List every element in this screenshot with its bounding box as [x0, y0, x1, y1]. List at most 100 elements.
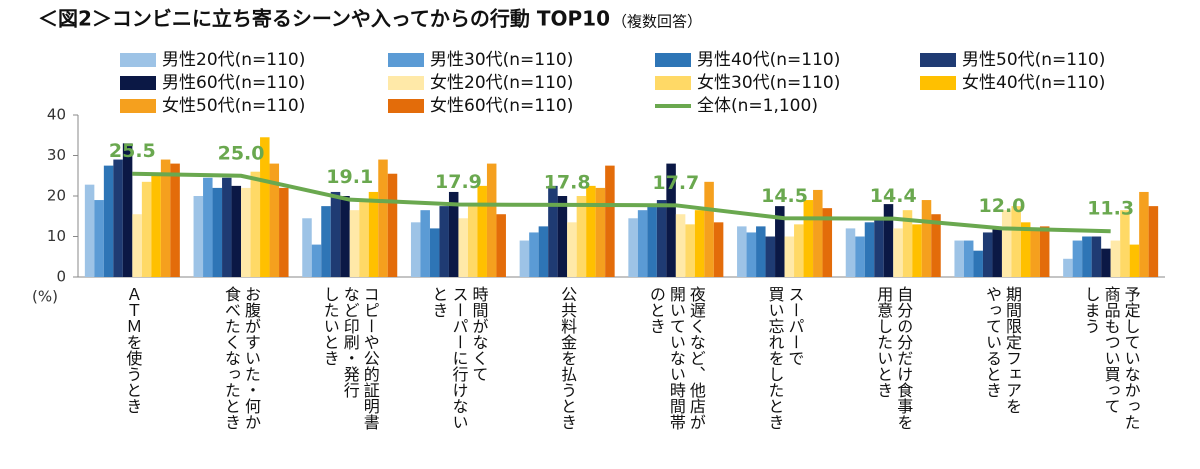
bar — [874, 220, 884, 277]
x-tick-label: 時間がなくて スーパーに行けない とき — [429, 286, 489, 430]
bar — [387, 173, 398, 277]
bar — [203, 177, 213, 277]
data-label: 14.5 — [761, 185, 808, 207]
bar — [713, 222, 724, 277]
bar — [1110, 240, 1121, 277]
bar — [519, 240, 530, 277]
bar — [586, 185, 596, 277]
bar — [973, 250, 983, 277]
bar — [756, 226, 766, 277]
bar — [675, 214, 686, 277]
bar — [628, 218, 638, 277]
data-label: 25.5 — [109, 140, 156, 162]
bar — [458, 218, 468, 277]
bar — [330, 191, 341, 277]
bar — [765, 236, 776, 277]
legend-label: 男性60代(n=110) — [162, 73, 305, 93]
bar — [1139, 191, 1149, 277]
bar — [963, 240, 974, 277]
legend-label: 男性30代(n=110) — [430, 50, 573, 70]
bar — [1020, 222, 1031, 277]
x-tick-label: ＡＴＭを使うとき — [123, 286, 143, 414]
bar — [794, 224, 804, 277]
bar — [302, 218, 312, 277]
bar — [84, 184, 95, 277]
bar — [685, 224, 695, 277]
bar — [595, 187, 606, 277]
bar — [231, 185, 242, 277]
bar — [94, 200, 104, 277]
bar — [576, 196, 587, 277]
legend-swatch — [655, 76, 691, 90]
x-tick-label: 自分の分だけ食事を 用意したいとき — [874, 286, 914, 430]
bar — [212, 187, 223, 277]
data-label: 17.8 — [544, 171, 591, 193]
bar — [420, 210, 430, 277]
bar — [803, 200, 814, 277]
data-label: 25.0 — [218, 142, 265, 164]
legend-swatch — [920, 53, 956, 67]
bar — [1129, 244, 1140, 277]
bar — [103, 165, 114, 277]
x-tick-label: 公共料金を払うとき — [558, 286, 578, 430]
bar — [637, 210, 648, 277]
bar — [321, 206, 331, 277]
bar — [151, 175, 161, 277]
bar — [448, 191, 459, 277]
bar — [122, 143, 133, 277]
bar — [982, 232, 993, 277]
bar — [883, 204, 894, 277]
bar — [666, 163, 676, 277]
bar — [467, 204, 478, 277]
bar — [855, 236, 865, 277]
bar — [567, 222, 577, 277]
x-tick-label: お腹がすいた・何か 食べたくなったとき — [222, 286, 262, 430]
bar — [311, 244, 322, 277]
bar — [1039, 226, 1050, 277]
bar — [222, 177, 232, 277]
bar — [378, 159, 388, 277]
bar — [429, 228, 440, 277]
bar — [1101, 248, 1111, 277]
bar — [656, 200, 667, 277]
bar — [1091, 236, 1102, 277]
data-label: 17.7 — [652, 172, 699, 194]
bar — [1063, 258, 1073, 277]
bar — [912, 224, 922, 277]
bar — [1011, 206, 1021, 277]
legend-swatch — [120, 99, 156, 113]
bar — [704, 181, 714, 277]
bar — [250, 171, 261, 277]
data-label: 14.4 — [870, 185, 917, 207]
y-axis-label: (%) — [32, 288, 58, 306]
legend-swatch — [388, 99, 424, 113]
bar — [486, 163, 497, 277]
legend-label: 女性30代(n=110) — [697, 73, 840, 93]
legend-label: 男性40代(n=110) — [697, 50, 840, 70]
legend-label: 男性50代(n=110) — [962, 50, 1105, 70]
bar — [845, 228, 856, 277]
bar — [279, 187, 289, 277]
bar — [538, 226, 549, 277]
x-tick-label: 予定していなかった 商品もつい買って しまう — [1081, 286, 1141, 430]
bar — [1148, 206, 1159, 277]
chart-title: ＜図2＞コンビニに立ち寄るシーンや入ってからの行動 TOP10 — [38, 7, 610, 31]
bar — [737, 226, 747, 277]
bar — [605, 165, 615, 277]
legend-swatch — [388, 76, 424, 90]
bar — [1082, 236, 1092, 277]
bar — [1120, 210, 1130, 277]
y-tick-label: 30 — [47, 146, 66, 164]
bar — [775, 206, 785, 277]
bar — [359, 200, 369, 277]
bar — [113, 159, 123, 277]
bar — [410, 222, 421, 277]
legend-swatch — [920, 76, 956, 90]
y-tick-label: 0 — [56, 268, 66, 286]
legend-swatch — [388, 53, 424, 67]
bar — [822, 208, 833, 277]
bar — [269, 163, 280, 277]
data-label: 17.9 — [435, 171, 482, 193]
bar — [160, 159, 171, 277]
